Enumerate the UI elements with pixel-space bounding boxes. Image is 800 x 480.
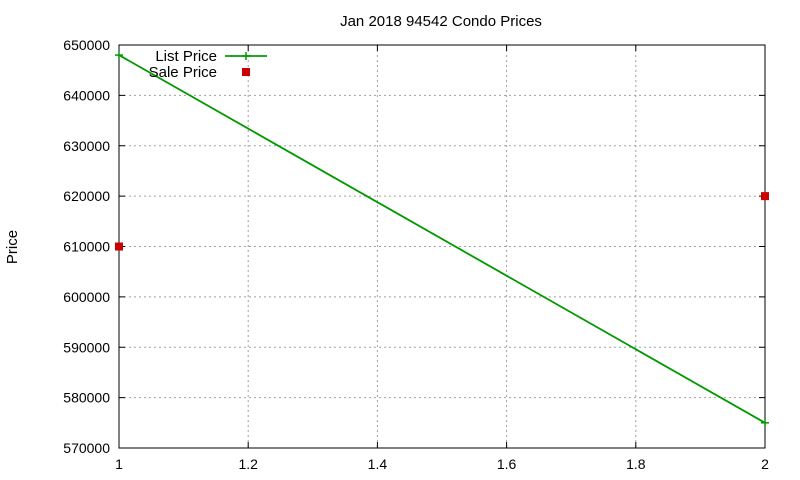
list-price-line — [118, 54, 766, 424]
x-tick-label: 1 — [115, 456, 123, 472]
sale-price-point — [761, 192, 769, 201]
x-tick-label: 1.6 — [497, 456, 517, 472]
y-tick-label: 610000 — [63, 239, 110, 255]
y-tick-label: 580000 — [63, 390, 110, 406]
grid-lines — [119, 45, 765, 448]
list-price-point — [115, 51, 123, 60]
list-price-point — [761, 418, 769, 427]
chart-title: Jan 2018 94542 Condo Prices — [340, 13, 542, 30]
legend-label-list-price: List Price — [155, 48, 217, 65]
x-tick-label: 1.8 — [626, 456, 646, 472]
y-tick-label: 570000 — [63, 440, 110, 456]
legend-marker-list-price — [242, 52, 250, 60]
legend-marker-sale-price — [242, 68, 250, 76]
sale-price-point — [115, 242, 123, 251]
x-tick-label: 1.2 — [238, 456, 258, 472]
y-tick-label: 600000 — [63, 289, 110, 305]
y-axis-label: Price — [4, 230, 21, 264]
y-tick-label: 590000 — [63, 339, 110, 355]
x-tick-label: 1.4 — [368, 456, 388, 472]
series-layer — [115, 51, 769, 427]
y-tick-label: 650000 — [63, 37, 110, 53]
y-tick-label: 630000 — [63, 138, 110, 154]
legend-label-sale-price: Sale Price — [149, 64, 217, 81]
y-tick-label: 620000 — [63, 188, 110, 204]
y-tick-label: 640000 — [63, 87, 110, 103]
x-tick-label: 2 — [761, 456, 769, 472]
axis-ticks: 1 1.2 1.4 1.6 1.8 2 570000 580000 590000 600000 61… — [63, 37, 769, 472]
